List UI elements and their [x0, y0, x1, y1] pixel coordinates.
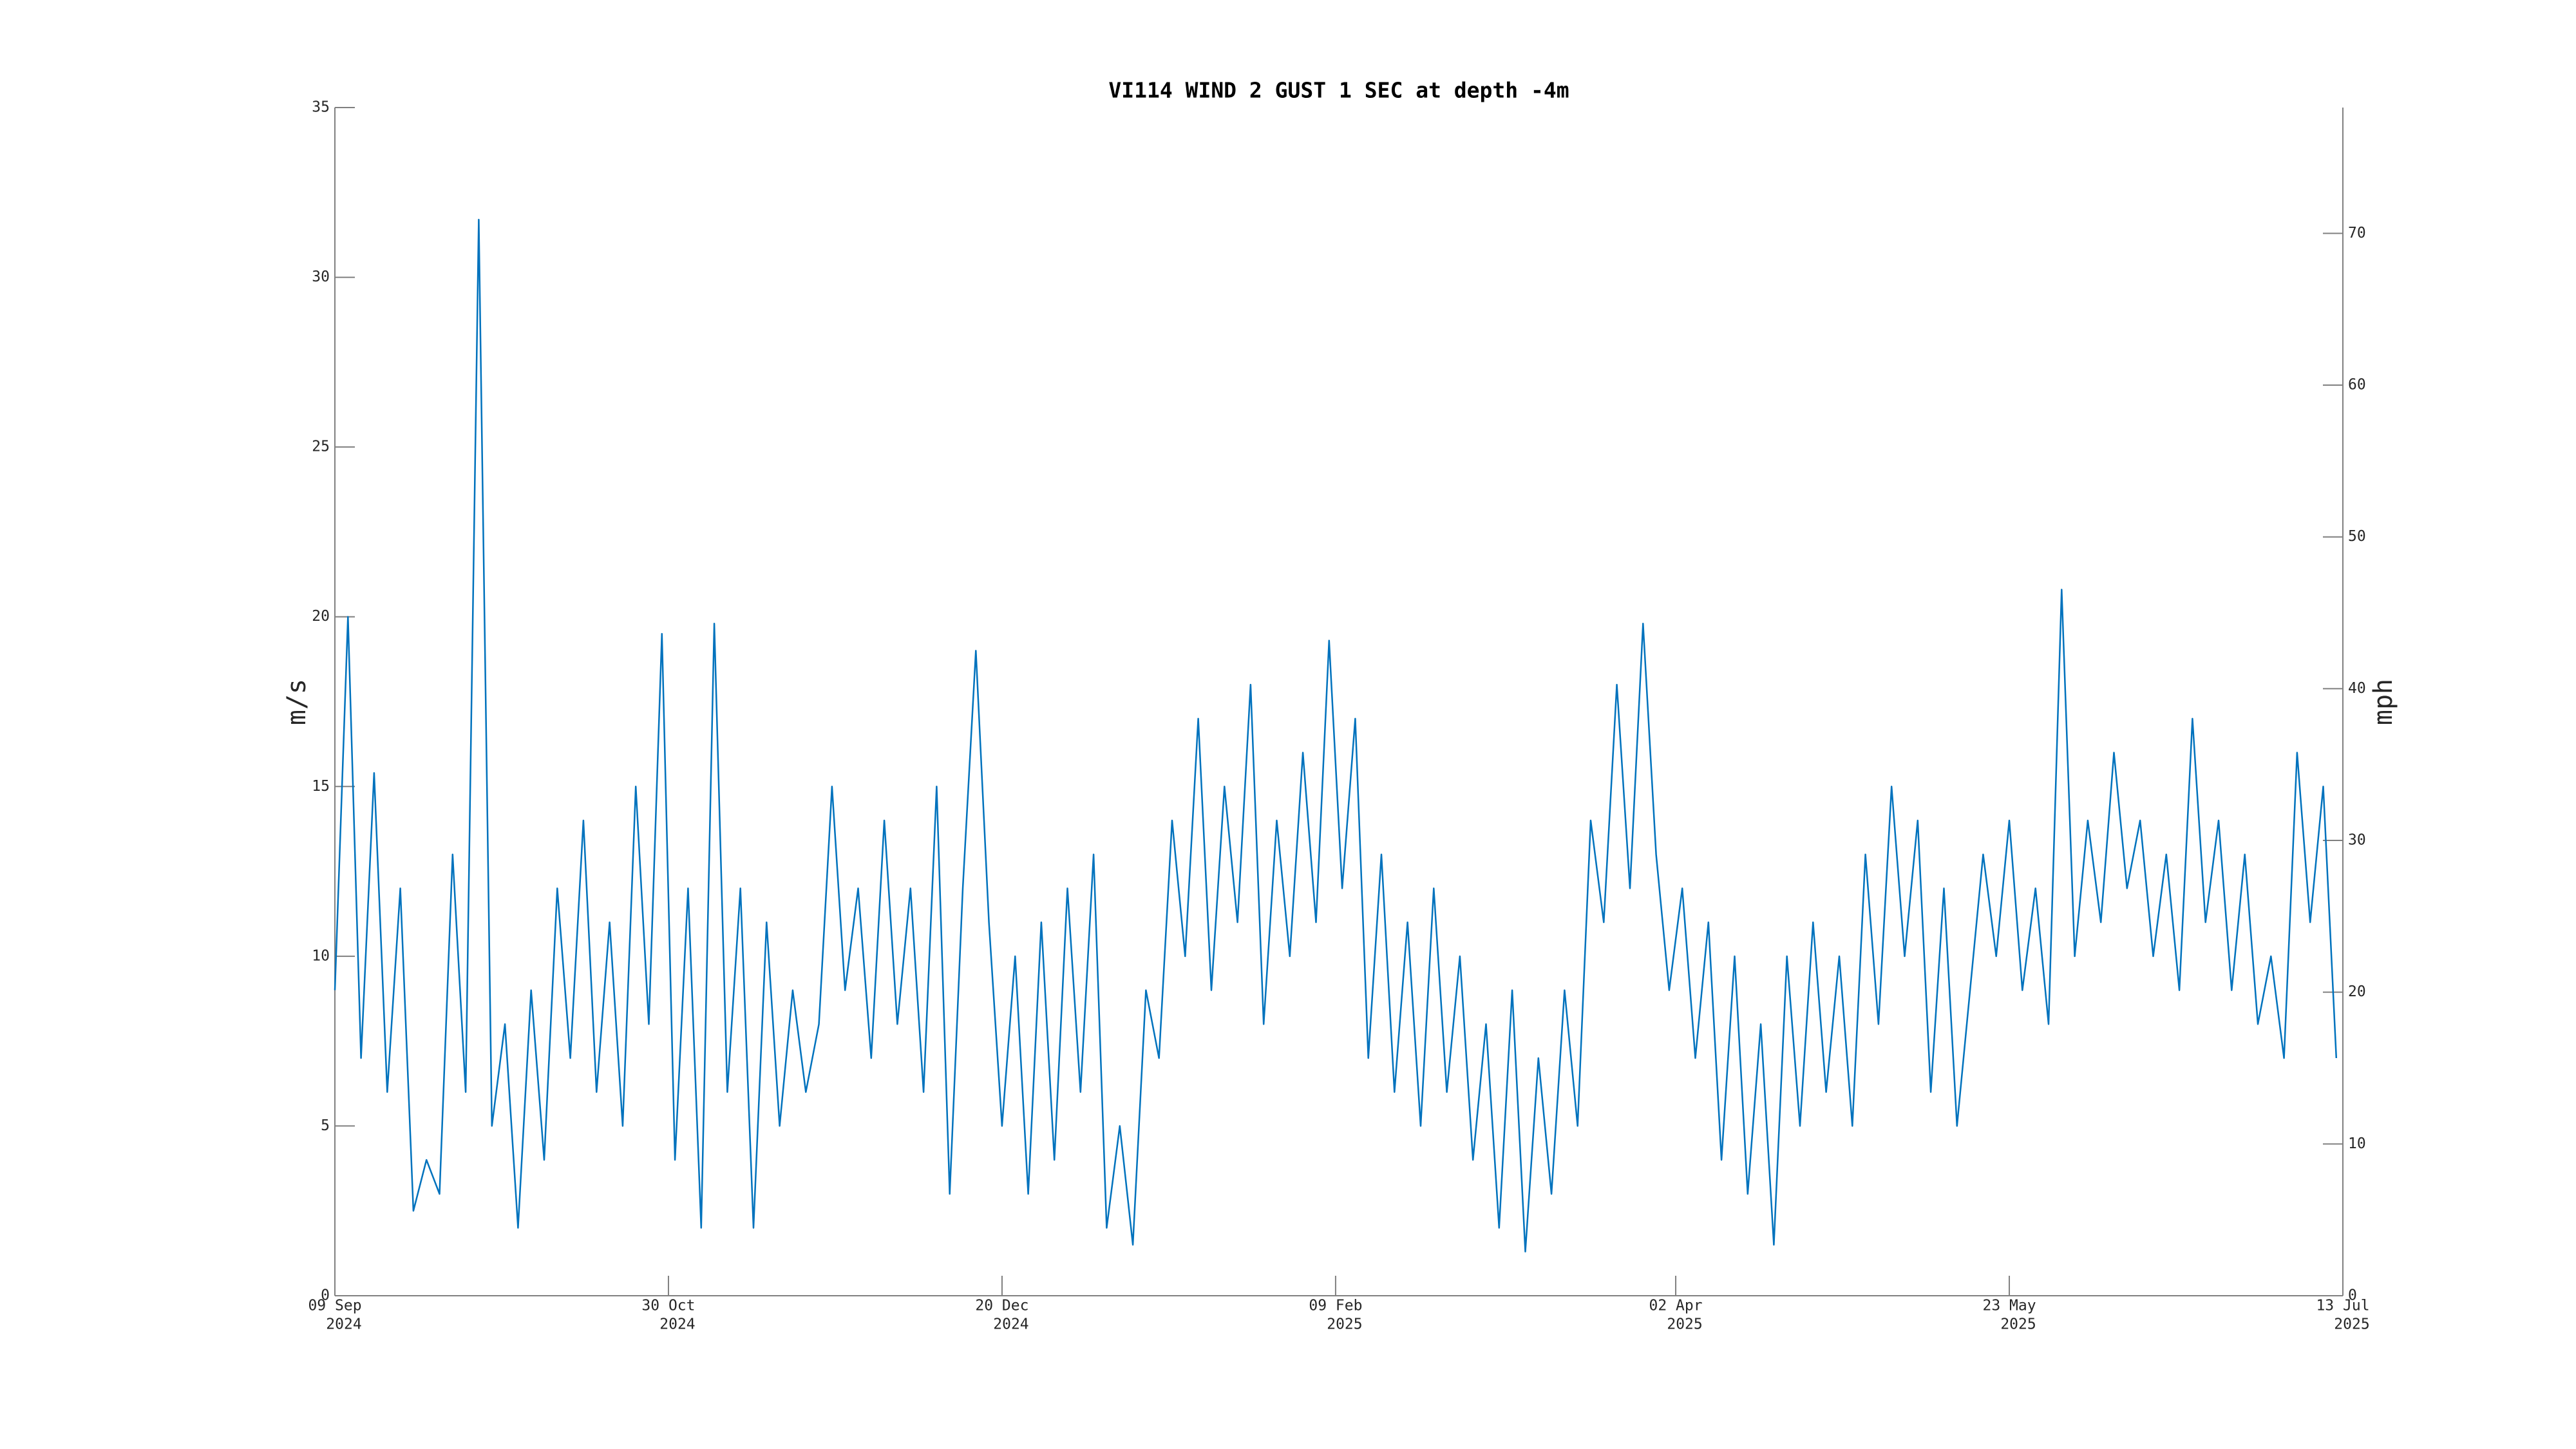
x-tick-label-year: 2025	[2000, 1316, 2036, 1333]
x-tick-label: 09 Feb	[1309, 1298, 1362, 1314]
y2-tick-label: 10	[2348, 1135, 2366, 1152]
y2-tick-label: 30	[2348, 832, 2366, 849]
y-tick-label: 25	[312, 439, 330, 455]
y-tick-label: 10	[312, 947, 330, 964]
y-tick-label: 20	[312, 608, 330, 625]
y2-tick-label: 0	[2348, 1287, 2357, 1304]
y2-tick-label: 20	[2348, 983, 2366, 1000]
x-tick-label-year: 2025	[1327, 1316, 1362, 1333]
y-tick-label: 15	[312, 778, 330, 795]
x-tick-label: 23 May	[1982, 1298, 2036, 1314]
series-line	[334, 218, 2338, 1253]
y-tick-label: 0	[321, 1287, 330, 1304]
x-tick-label-year: 2024	[993, 1316, 1028, 1333]
x-tick-label: 20 Dec	[975, 1298, 1028, 1314]
x-tick-label: 02 Apr	[1649, 1298, 1703, 1314]
x-tick-label: 30 Oct	[641, 1298, 695, 1314]
y-axis-label: m/s	[282, 679, 312, 725]
chart-title: VI114 WIND 2 GUST 1 SEC at depth -4m	[1108, 78, 1569, 103]
y2-axis-label: mph	[2369, 679, 2398, 725]
x-tick-label: 13 Jul	[2316, 1298, 2369, 1314]
y-tick-label: 30	[312, 269, 330, 285]
y2-tick-label: 70	[2348, 225, 2366, 242]
x-tick-label-year: 2025	[2334, 1316, 2369, 1333]
y2-tick-label: 40	[2348, 680, 2366, 697]
x-tick-label-year: 2024	[326, 1316, 361, 1333]
y2-tick-label: 60	[2348, 377, 2366, 393]
x-tick-label-year: 2024	[659, 1316, 695, 1333]
y2-tick-label: 50	[2348, 528, 2366, 545]
y-tick-label: 5	[321, 1117, 330, 1134]
x-tick-label: 09 Sep	[308, 1298, 361, 1314]
x-tick-label-year: 2025	[1667, 1316, 1702, 1333]
y-tick-label: 35	[312, 99, 330, 116]
